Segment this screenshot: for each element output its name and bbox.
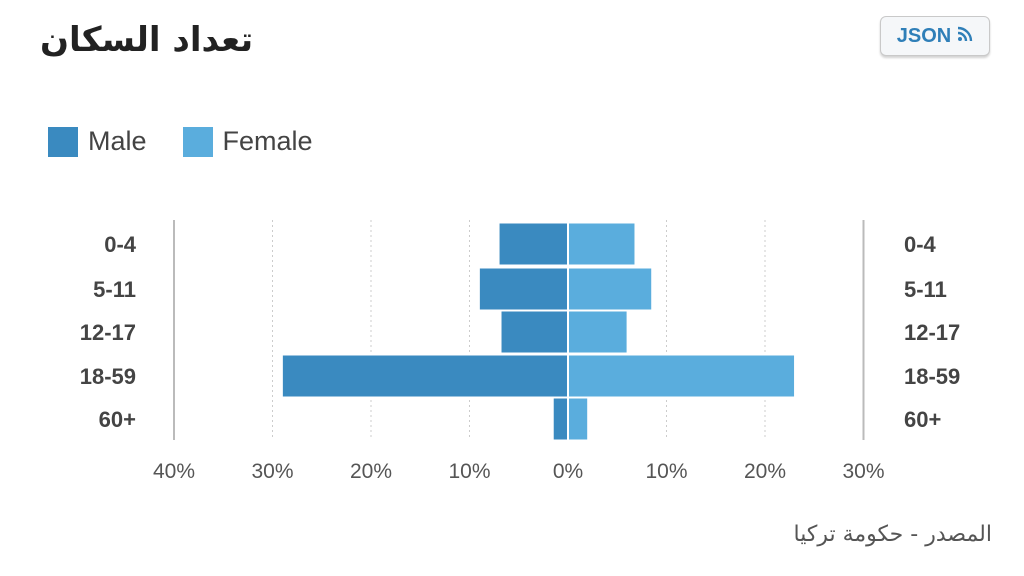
category-label-left: 12-17 <box>80 320 136 345</box>
legend-label-female: Female <box>222 126 313 156</box>
category-label-left: 18-59 <box>80 364 136 389</box>
json-button-label: JSON <box>896 24 952 47</box>
x-tick-label: 30% <box>842 460 884 483</box>
category-label-right: 60+ <box>904 407 941 432</box>
category-label-right: 12-17 <box>904 320 960 345</box>
legend-swatch-female <box>182 126 213 157</box>
bar-female-0-4 <box>567 222 636 266</box>
legend-swatch-male <box>48 126 78 157</box>
legend-item-female[interactable]: Female <box>182 126 313 157</box>
bar-female-5-11 <box>567 267 653 311</box>
bar-male-0-4 <box>498 222 569 266</box>
category-label-right: 18-59 <box>904 364 960 389</box>
x-tick-label: 10% <box>645 460 687 483</box>
chart-title: تعداد السكان <box>40 20 254 60</box>
category-label-left: 60+ <box>99 407 136 432</box>
bar-male-12-17 <box>500 310 569 354</box>
bar-female-18-59 <box>567 354 796 398</box>
bar-male-60+ <box>552 397 569 441</box>
x-tick-label: 30% <box>251 460 293 483</box>
category-label-left: 5-11 <box>93 277 136 302</box>
x-tick-label: 0% <box>553 460 583 483</box>
category-label-right: 5-11 <box>904 277 947 302</box>
category-label-right: 0-4 <box>904 232 937 257</box>
legend-label-male: Male <box>88 126 147 156</box>
legend: Male Female <box>48 126 313 157</box>
x-tick-label: 20% <box>350 460 392 483</box>
category-label-left: 0-4 <box>104 232 137 257</box>
population-pyramid-chart: 0-4 0-4 5-11 5-11 12-17 12-17 18-59 18-59 60+ 60+… <box>80 220 960 483</box>
rss-feed-icon <box>957 25 973 48</box>
source-note: المصدر - حكومة تركيا <box>793 522 992 547</box>
x-tick-label: 10% <box>448 460 490 483</box>
json-button[interactable]: JSON <box>880 16 990 56</box>
bar-male-5-11 <box>478 267 569 311</box>
legend-item-male[interactable]: Male <box>48 126 147 157</box>
x-tick-label: 40% <box>153 460 195 483</box>
bar-female-60+ <box>567 397 589 441</box>
x-tick-label: 20% <box>744 460 786 483</box>
bar-male-18-59 <box>281 354 569 398</box>
bar-female-12-17 <box>567 310 628 354</box>
